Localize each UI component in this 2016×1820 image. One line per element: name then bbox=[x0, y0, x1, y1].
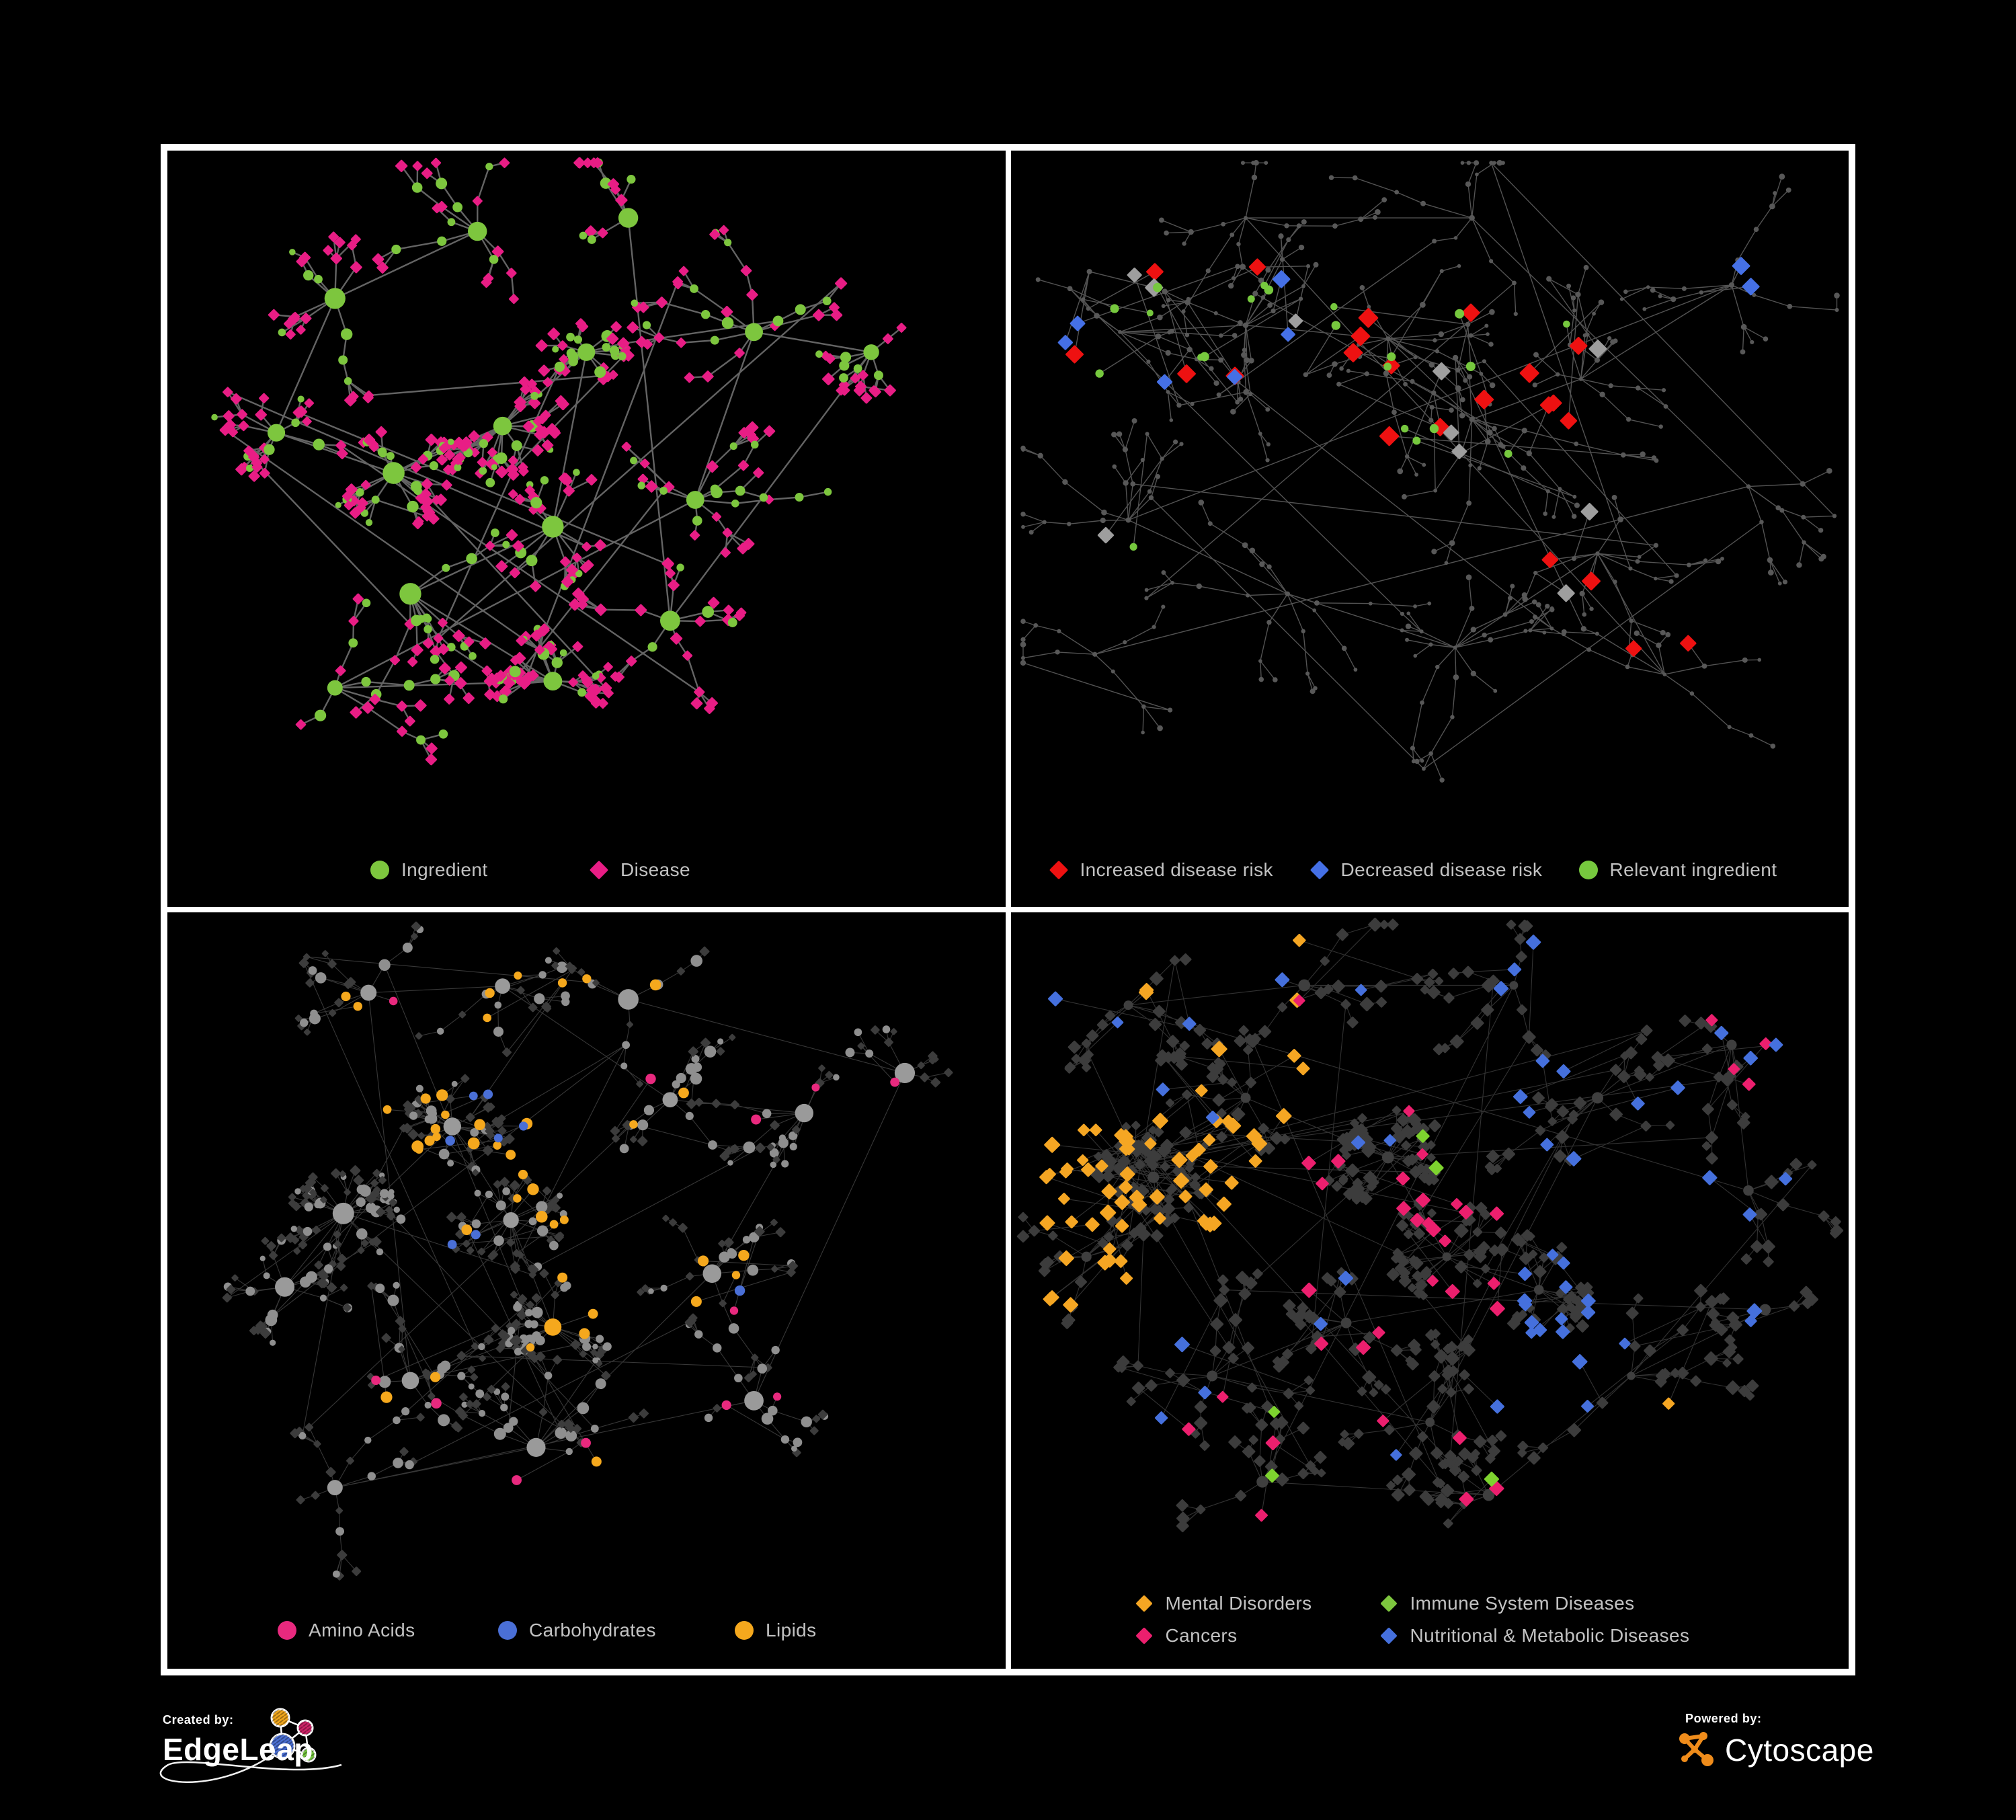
nodes-layer bbox=[1016, 917, 1843, 1532]
edges-layer bbox=[1022, 162, 1837, 781]
edgeleap-logo bbox=[159, 1708, 342, 1783]
disease-classes-network bbox=[1016, 917, 1843, 1532]
created-by-label: Created by: bbox=[163, 1713, 234, 1727]
nodes-layer bbox=[1020, 159, 1840, 783]
disease-risk-network bbox=[1020, 159, 1840, 783]
panel-ingredient-disease: Ingredient Disease bbox=[167, 151, 1006, 907]
powered-by-block: Powered by: bbox=[1685, 1712, 1762, 1726]
nodes-layer bbox=[211, 157, 907, 766]
edgeleap-name: EdgeLeap bbox=[163, 1732, 313, 1767]
edgeleap-swoosh bbox=[159, 1753, 342, 1783]
cytoscape-logo bbox=[1679, 1732, 1713, 1766]
panel-disease-classes: Mental Disorders Immune System Diseases … bbox=[1010, 912, 1849, 1669]
nodes-layer bbox=[222, 921, 953, 1581]
cytoscape-block: Cytoscape bbox=[1677, 1729, 1874, 1771]
panel-disease-risk: Increased disease risk Decreased disease… bbox=[1010, 151, 1849, 907]
cytoscape-name: Cytoscape bbox=[1725, 1733, 1874, 1768]
ingredient-disease-network bbox=[211, 157, 907, 766]
nutrient-classes-network bbox=[222, 921, 953, 1581]
edges-layer bbox=[214, 162, 902, 760]
figure-frame: Ingredient Disease Increased disease ris… bbox=[161, 144, 1855, 1675]
edges-layer bbox=[227, 926, 949, 1576]
powered-by-label: Powered by: bbox=[1685, 1712, 1762, 1725]
panel-nutrient-classes: Amino Acids Carbohydrates Lipids bbox=[167, 912, 1006, 1669]
created-by-block: Created by: EdgeLeap bbox=[163, 1713, 313, 1768]
